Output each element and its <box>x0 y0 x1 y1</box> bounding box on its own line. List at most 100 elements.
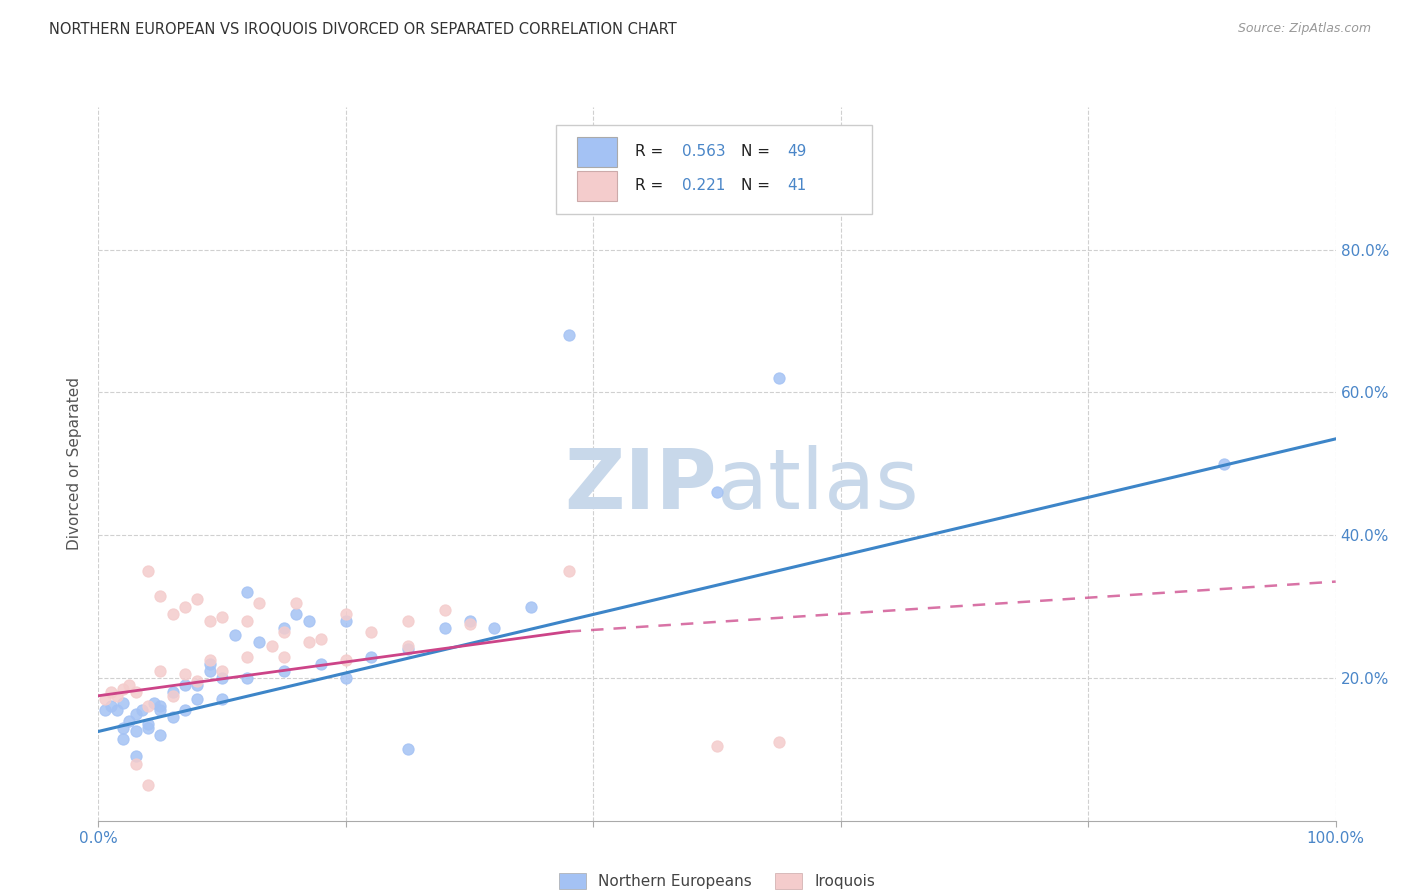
Point <box>136 564 159 578</box>
Point <box>273 664 295 678</box>
Text: N =: N = <box>741 178 775 193</box>
Point <box>162 685 184 699</box>
Point <box>706 485 728 500</box>
Point <box>198 653 221 667</box>
Bar <box>578 137 617 167</box>
Point <box>211 692 233 706</box>
Point <box>335 614 357 628</box>
Point <box>211 671 233 685</box>
Point <box>557 564 579 578</box>
Point <box>396 639 419 653</box>
Point <box>124 749 146 764</box>
Point <box>273 624 295 639</box>
Point <box>236 614 259 628</box>
Point <box>186 592 208 607</box>
Point <box>298 635 321 649</box>
Point <box>136 699 159 714</box>
Point <box>298 614 321 628</box>
Point <box>335 653 357 667</box>
Point <box>396 614 419 628</box>
Point <box>273 621 295 635</box>
Point <box>285 607 308 621</box>
Point <box>198 664 221 678</box>
Point <box>100 685 122 699</box>
Point <box>118 714 141 728</box>
Point <box>136 778 159 792</box>
Point <box>1213 457 1236 471</box>
Y-axis label: Divorced or Separated: Divorced or Separated <box>67 377 83 550</box>
Point <box>149 664 172 678</box>
Point <box>768 735 790 749</box>
Point <box>224 628 246 642</box>
Point <box>186 674 208 689</box>
Point <box>335 671 357 685</box>
Point <box>174 678 197 692</box>
Text: Source: ZipAtlas.com: Source: ZipAtlas.com <box>1237 22 1371 36</box>
Point <box>236 649 259 664</box>
Point <box>162 689 184 703</box>
Point <box>105 689 128 703</box>
Text: atlas: atlas <box>717 445 918 525</box>
Point <box>433 621 456 635</box>
Point <box>458 614 481 628</box>
Point <box>149 589 172 603</box>
Point <box>162 607 184 621</box>
Point <box>105 703 128 717</box>
Point <box>186 692 208 706</box>
Point <box>557 328 579 343</box>
Point <box>520 599 543 614</box>
Point <box>186 678 208 692</box>
Text: 0.221: 0.221 <box>682 178 725 193</box>
Text: R =: R = <box>636 145 668 160</box>
Point <box>174 703 197 717</box>
Point <box>396 742 419 756</box>
Point <box>433 603 456 617</box>
Point <box>131 703 153 717</box>
Point <box>396 642 419 657</box>
Point <box>124 724 146 739</box>
Point <box>174 667 197 681</box>
Text: R =: R = <box>636 178 668 193</box>
Point <box>458 617 481 632</box>
Point <box>484 621 506 635</box>
Point <box>247 596 270 610</box>
Point <box>118 678 141 692</box>
Point <box>247 635 270 649</box>
Point <box>149 699 172 714</box>
Point <box>198 614 221 628</box>
Point <box>112 731 135 746</box>
Point <box>335 607 357 621</box>
Point <box>198 657 221 671</box>
Point <box>136 721 159 735</box>
Point <box>309 657 332 671</box>
Point <box>124 685 146 699</box>
Point <box>360 624 382 639</box>
Text: 41: 41 <box>787 178 807 193</box>
FancyBboxPatch shape <box>557 125 872 214</box>
Point <box>162 710 184 724</box>
Point <box>93 703 115 717</box>
Point <box>112 681 135 696</box>
Point <box>285 596 308 610</box>
Point <box>124 706 146 721</box>
Point <box>260 639 283 653</box>
Point <box>124 756 146 771</box>
Point <box>112 696 135 710</box>
Point <box>211 664 233 678</box>
Point <box>360 649 382 664</box>
Point <box>100 699 122 714</box>
Point <box>706 739 728 753</box>
Point <box>768 371 790 385</box>
Text: N =: N = <box>741 145 775 160</box>
Text: NORTHERN EUROPEAN VS IROQUOIS DIVORCED OR SEPARATED CORRELATION CHART: NORTHERN EUROPEAN VS IROQUOIS DIVORCED O… <box>49 22 676 37</box>
Point <box>136 717 159 731</box>
Point <box>236 585 259 599</box>
Point <box>309 632 332 646</box>
Point <box>211 610 233 624</box>
Point <box>93 692 115 706</box>
Text: 49: 49 <box>787 145 807 160</box>
Text: ZIP: ZIP <box>565 445 717 525</box>
Point <box>273 649 295 664</box>
Point <box>149 703 172 717</box>
Legend: Northern Europeans, Iroquois: Northern Europeans, Iroquois <box>553 867 882 892</box>
